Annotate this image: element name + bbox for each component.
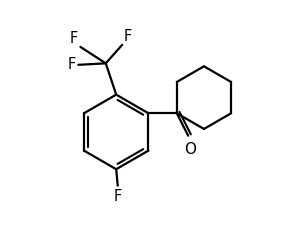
- Text: F: F: [70, 31, 78, 46]
- Text: F: F: [114, 189, 122, 204]
- Text: F: F: [124, 29, 132, 44]
- Text: F: F: [68, 57, 76, 72]
- Text: O: O: [184, 142, 196, 157]
